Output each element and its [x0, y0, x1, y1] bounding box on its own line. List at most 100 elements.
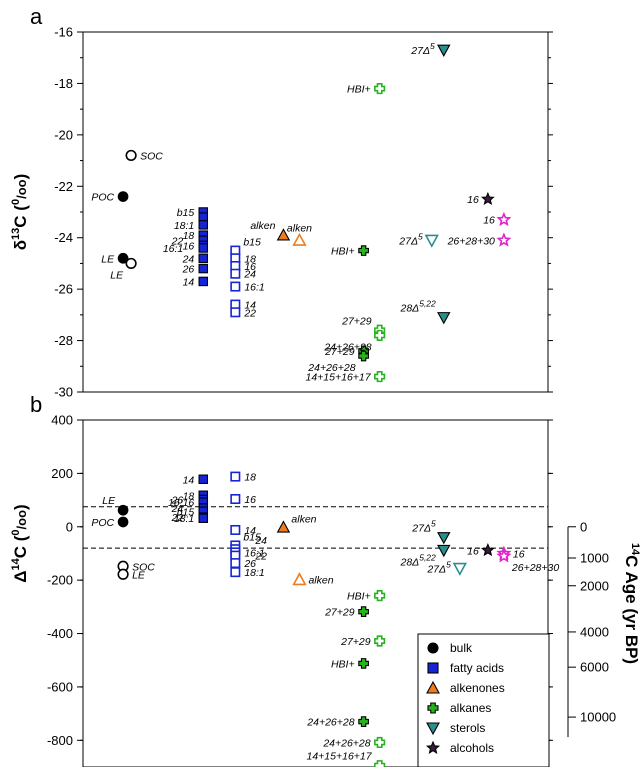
svg-text:Δ14C (0/oo): Δ14C (0/oo): [10, 504, 30, 582]
svg-text:δ13C (0/oo): δ13C (0/oo): [10, 174, 30, 251]
data-point: 16: [467, 191, 495, 206]
point-label: POC: [91, 517, 114, 529]
data-point: POC: [91, 516, 129, 529]
marker-cross: [358, 606, 369, 618]
point-label: b15: [243, 237, 261, 249]
data-point: 24+26+28: [322, 736, 386, 749]
point-label: 22: [254, 551, 267, 563]
point-label: 26: [171, 495, 184, 507]
marker-star: [496, 232, 512, 247]
point-label: 27Δ5: [426, 559, 451, 575]
y-tick-label: -800: [47, 733, 73, 748]
age-tick-label: 10000: [580, 710, 616, 725]
data-point: 16:1: [230, 281, 265, 294]
data-point: 18:1: [174, 220, 209, 232]
data-point: 28Δ5,22: [399, 544, 451, 568]
marker-square: [230, 268, 241, 279]
y-tick-label: -18: [54, 76, 73, 91]
data-point: 16: [467, 543, 495, 557]
marker-square: [230, 471, 241, 482]
point-label: 14+15+16+17: [307, 751, 373, 763]
marker-cross: [374, 82, 386, 95]
marker-circle: [125, 149, 137, 162]
y-tick-label: -26: [54, 282, 73, 297]
legend-item: alcohols: [425, 740, 494, 755]
point-label: 27+29: [340, 636, 371, 648]
marker-square: [198, 263, 209, 274]
point-label: 24+26+28: [306, 717, 354, 729]
data-point: 27Δ5: [398, 231, 439, 248]
point-label: 27+29: [324, 346, 355, 358]
point-label: 27Δ5: [398, 231, 423, 247]
point-label: 22: [171, 235, 184, 247]
point-label: 28Δ5,22: [399, 552, 436, 568]
y-tick-label: -400: [47, 626, 73, 641]
data-point: HBI+: [347, 82, 386, 96]
data-point: alken: [250, 220, 291, 241]
point-label: 26: [182, 264, 195, 276]
y-tick-label: -30: [54, 385, 73, 400]
point-label: 24: [171, 503, 184, 515]
marker-triangle-down: [437, 44, 451, 57]
data-point: 26+28+30: [447, 232, 512, 247]
point-label: 18: [183, 230, 195, 242]
data-point: alken: [276, 513, 317, 533]
point-label: b15: [177, 506, 195, 518]
legend-label: bulk: [450, 641, 473, 655]
point-label: 16:1: [244, 547, 264, 559]
data-point: 27+29: [324, 606, 369, 619]
legend-label: sterols: [450, 721, 485, 735]
point-label: LE: [101, 253, 115, 265]
marker-square: [230, 307, 241, 318]
point-label: 18:1: [244, 567, 264, 579]
marker-triangle-down: [437, 312, 451, 325]
marker-triangle-down: [424, 234, 439, 248]
right-axis-title: 14C Age (yr BP): [622, 543, 641, 664]
point-label: LE: [110, 269, 124, 281]
point-label: 16: [467, 194, 479, 206]
data-point: 14: [183, 276, 209, 288]
point-label: 24+26+28: [322, 737, 370, 749]
legend-item: alkanes: [427, 701, 491, 715]
marker-circle: [117, 516, 129, 528]
point-label: 16: [244, 494, 256, 506]
y-tick-label: -16: [54, 25, 73, 40]
point-label: 14: [244, 525, 256, 537]
marker-cross: [374, 370, 386, 383]
marker-star: [496, 548, 512, 563]
marker-circle: [117, 568, 129, 580]
point-label: HBI+: [347, 591, 371, 603]
point-label: 18:1: [174, 513, 194, 525]
marker-cross: [358, 350, 369, 362]
marker-triangle-up: [426, 680, 440, 694]
data-point: 27+29: [340, 635, 386, 648]
data-point: 18: [230, 471, 256, 484]
data-point: b15: [230, 237, 261, 256]
data-point: LE: [102, 495, 129, 516]
marker-cross: [358, 658, 369, 669]
y-tick-label: 0: [66, 519, 73, 534]
data-point: b15: [177, 506, 209, 518]
point-label: 16: [244, 261, 256, 273]
marker-triangle-down: [437, 544, 451, 558]
data-point: 16:1: [163, 243, 209, 255]
point-label: 27Δ5: [410, 41, 435, 57]
point-label: 24: [243, 269, 256, 281]
panel-a: -30 -28 -26 -24 -22 -20 -18 -16 a δ13C (0/oo) POC L…: [10, 4, 553, 400]
data-point: 22: [230, 307, 256, 319]
data-point: POC: [91, 191, 129, 204]
data-point: SOC: [125, 149, 163, 162]
data-point: 24+26+28: [306, 716, 369, 729]
point-label: HBI+: [331, 246, 355, 258]
point-label: 18: [244, 253, 256, 265]
point-label: 22: [243, 307, 256, 319]
panel-letter: a: [30, 4, 43, 29]
plot-frame: [82, 31, 549, 393]
legend-label: alkenones: [450, 681, 505, 695]
data-point: 24: [182, 253, 209, 265]
marker-circle: [117, 252, 129, 264]
marker-circle: [427, 642, 439, 654]
point-label: 16: [467, 545, 479, 557]
marker-cross: [358, 245, 369, 256]
